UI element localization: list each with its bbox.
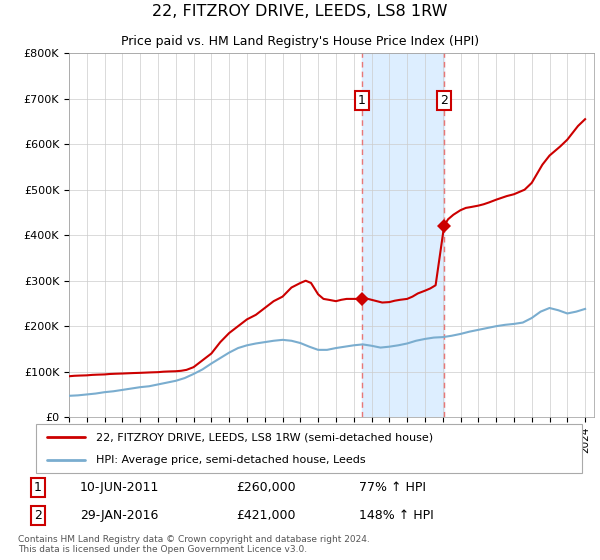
Text: 1: 1 [358, 94, 365, 107]
Text: £421,000: £421,000 [236, 509, 296, 522]
Text: 148% ↑ HPI: 148% ↑ HPI [359, 509, 434, 522]
Text: 2: 2 [440, 94, 448, 107]
Text: HPI: Average price, semi-detached house, Leeds: HPI: Average price, semi-detached house,… [96, 455, 365, 465]
Text: 29-JAN-2016: 29-JAN-2016 [80, 509, 158, 522]
Text: 77% ↑ HPI: 77% ↑ HPI [359, 481, 426, 494]
Text: 22, FITZROY DRIVE, LEEDS, LS8 1RW: 22, FITZROY DRIVE, LEEDS, LS8 1RW [152, 4, 448, 19]
Text: 10-JUN-2011: 10-JUN-2011 [80, 481, 159, 494]
Text: Contains HM Land Registry data © Crown copyright and database right 2024.
This d: Contains HM Land Registry data © Crown c… [18, 535, 370, 554]
Text: 2: 2 [34, 509, 42, 522]
Bar [362, 53, 444, 417]
Text: Price paid vs. HM Land Registry's House Price Index (HPI): Price paid vs. HM Land Registry's House … [121, 35, 479, 48]
Text: £260,000: £260,000 [236, 481, 296, 494]
FancyBboxPatch shape [36, 424, 582, 473]
Text: 22, FITZROY DRIVE, LEEDS, LS8 1RW (semi-detached house): 22, FITZROY DRIVE, LEEDS, LS8 1RW (semi-… [96, 432, 433, 442]
Text: 1: 1 [34, 481, 42, 494]
